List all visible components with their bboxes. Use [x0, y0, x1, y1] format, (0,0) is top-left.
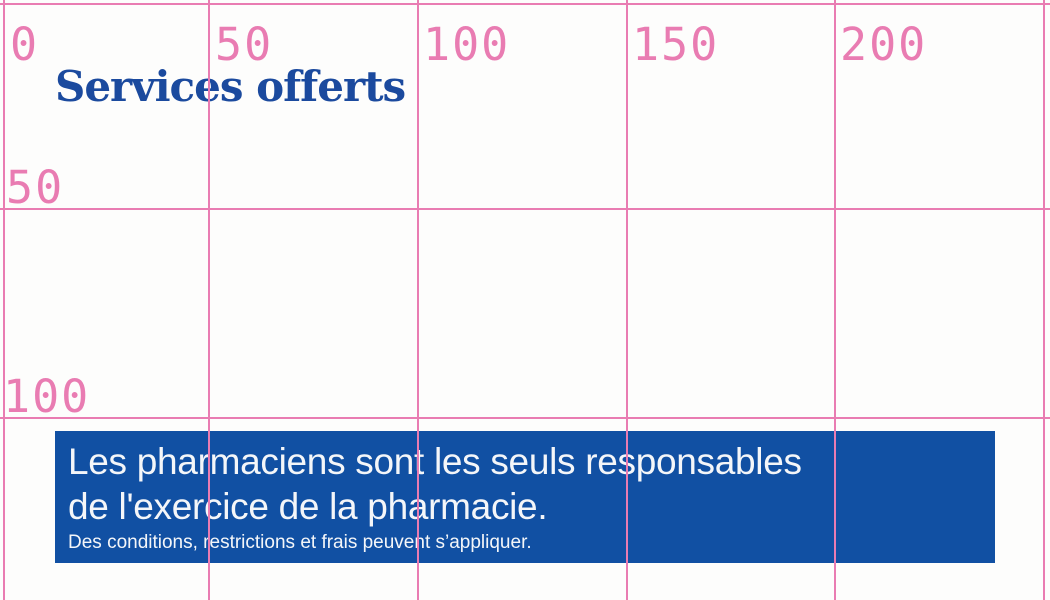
notice-heading-line1: Les pharmaciens sont les seuls responsab… [68, 441, 802, 482]
grid-hline-50 [0, 208, 1050, 210]
grid-y-label-50: 50 [6, 161, 65, 214]
grid-vline-250 [1043, 0, 1045, 600]
grid-y-label-100: 100 [3, 370, 91, 423]
grid-x-label-100: 100 [423, 18, 511, 71]
grid-x-label-0: 0 [10, 18, 40, 71]
pharmacy-notice-banner: Les pharmaciens sont les seuls responsab… [55, 431, 995, 563]
page-title: Services offerts [55, 62, 406, 111]
grid-hline-0 [0, 3, 1050, 5]
notice-disclaimer: Des conditions, restrictions et frais pe… [68, 532, 532, 553]
grid-x-label-150: 150 [632, 18, 720, 71]
notice-heading-line2: de l'exercice de la pharmacie. [68, 486, 548, 527]
grid-hline-100 [0, 417, 1050, 419]
grid-x-label-200: 200 [840, 18, 928, 71]
grid-vline-0 [3, 0, 5, 600]
grid-x-label-50: 50 [215, 18, 274, 71]
